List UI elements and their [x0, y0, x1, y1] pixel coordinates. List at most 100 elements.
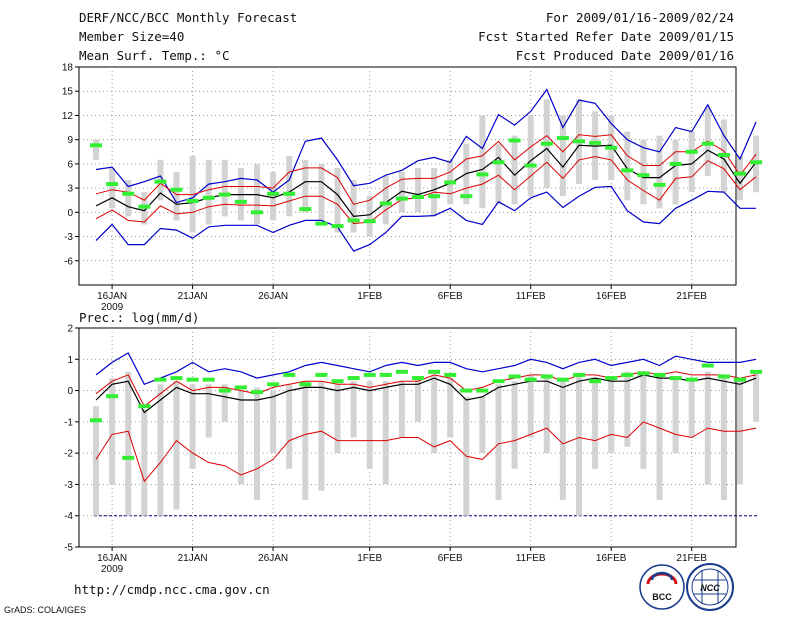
prec-climatology-marker [476, 388, 489, 393]
ncc-logo: NCC [686, 563, 734, 611]
temp-x-tick-label: 26JAN [258, 291, 288, 302]
prec-climatology-marker [412, 376, 424, 381]
prec-spread-box [608, 378, 615, 454]
temp-spread-box [672, 139, 679, 205]
temp-spread-box [270, 171, 277, 221]
temp-climatology-marker [138, 204, 151, 209]
temp-x-tick-label: 16FEB [596, 291, 627, 302]
temp-spread-box [125, 180, 132, 217]
temp-climatology-marker [379, 201, 392, 206]
temp-x-year-label: 2009 [101, 302, 124, 313]
prec-climatology-marker [685, 377, 698, 382]
prec-spread-box [479, 396, 486, 454]
temp-spread-box [221, 159, 228, 217]
prec-y-tick-label: -3 [64, 480, 73, 491]
prec-x-tick-label: 16FEB [596, 553, 627, 564]
prec-y-tick-label: -4 [64, 511, 73, 522]
prec-spread-box [672, 378, 679, 454]
temp-climatology-marker [106, 182, 119, 187]
prec-climatology-marker [524, 377, 537, 382]
prec-spread-box [447, 378, 454, 438]
temp-mean-minus-std-line [95, 156, 757, 225]
forecast-period: For 2009/01/16-2009/02/24 [546, 10, 734, 25]
prec-climatology-marker [267, 382, 280, 387]
prec-climatology-marker [540, 374, 553, 379]
prec-climatology-marker [734, 377, 746, 382]
prec-spread-box [350, 381, 357, 438]
temp-y-tick-label: 15 [62, 87, 74, 98]
prec-climatology-marker [556, 377, 569, 382]
source-url[interactable]: http://cmdp.ncc.cma.gov.cn [74, 582, 270, 597]
prec-spread-box [624, 371, 631, 447]
temp-climatology-marker [476, 172, 489, 177]
temp-climatology-marker [251, 210, 263, 215]
temp-climatology-marker [395, 196, 408, 201]
prec-climatology-marker [701, 363, 714, 368]
prec-climatology-marker [492, 379, 505, 384]
temp-climatology-marker [202, 195, 215, 200]
prec-climatology-marker [283, 372, 296, 377]
temp-climatology-marker [637, 173, 650, 178]
temp-climatology-marker [315, 221, 328, 226]
temp-spread-box [559, 115, 566, 197]
prec-spread-box [125, 371, 132, 516]
prec-x-tick-label: 1FEB [357, 553, 382, 564]
prec-x-tick-label: 21JAN [178, 553, 208, 564]
prec-climatology-marker [428, 369, 441, 374]
prec-spread-box [302, 381, 309, 501]
temp-spread-box [415, 167, 421, 213]
prec-x-tick-label: 16JAN [97, 553, 127, 564]
temp-climatology-marker [669, 161, 682, 166]
temp-y-tick-label: 12 [62, 111, 74, 122]
temp-climatology-marker [750, 160, 763, 165]
temp-climatology-marker [90, 143, 102, 148]
temp-climatology-marker [122, 191, 135, 196]
member-size: Member Size=40 [79, 29, 184, 44]
temp-spread-box [527, 115, 534, 197]
prec-climatology-marker [218, 388, 231, 393]
prec-spread-box [382, 381, 389, 485]
temp-y-tick-label: -3 [64, 232, 73, 243]
temp-spread-box [688, 131, 695, 193]
prec-spread-box [318, 381, 325, 491]
temp-climatology-marker [508, 138, 521, 143]
temp-climatology-marker [556, 136, 569, 141]
prec-climatology-marker [379, 372, 392, 377]
prec-climatology-marker [653, 372, 666, 377]
temp-climatology-marker [621, 168, 634, 173]
bcc-logo-text: BCC [652, 592, 672, 602]
bcc-logo: BCC [639, 564, 685, 610]
prec-spread-box [543, 378, 550, 454]
prec-y-tick-label: -1 [64, 417, 73, 428]
precipitation-panel: 2 1 0 -1 -2 -3 -4 -5 16JAN 21JAN 26JAN 1FEB 6FEB 11FE… [64, 324, 763, 575]
temp-spread-box [366, 196, 373, 237]
prec-spread-box [237, 390, 244, 485]
temp-climatology-marker [299, 207, 312, 212]
forecast-started: Fcst Started Refer Date 2009/01/15 [478, 29, 734, 44]
chart-title: DERF/NCC/BCC Monthly Forecast [79, 10, 297, 25]
prec-climatology-marker [251, 390, 263, 395]
temp-x-tick-label: 21FEB [676, 291, 707, 302]
temp-spread-box [205, 159, 212, 225]
temp-climatology-marker [412, 194, 424, 199]
prec-spread-box [205, 384, 212, 438]
temp-spread-box [302, 159, 309, 213]
prec-climatology-marker [154, 377, 167, 382]
temp-spread-box [624, 131, 631, 201]
grads-credit: GrADS: COLA/IGES [4, 605, 86, 615]
temp-spread-box [640, 139, 647, 205]
temp-climatology-marker [363, 219, 376, 224]
temp-climatology-marker [444, 180, 457, 185]
prec-spread-box [527, 374, 534, 438]
temp-climatology-marker [331, 224, 344, 229]
prec-x-tick-label: 6FEB [438, 553, 463, 564]
prec-climatology-marker [395, 369, 408, 374]
prec-spread-box [720, 378, 727, 501]
prec-climatology-marker [315, 372, 328, 377]
prec-spread-box [640, 371, 647, 469]
temp-climatology-marker [685, 149, 698, 154]
temperature-panel: 18 15 12 9 6 3 0 -3 -6 16JAN 21JAN 26JAN 1FEB 6FEB 11F… [62, 63, 763, 313]
temp-spread-box [173, 171, 180, 221]
prec-spread-box [753, 371, 760, 422]
prec-mean-line [95, 374, 757, 414]
